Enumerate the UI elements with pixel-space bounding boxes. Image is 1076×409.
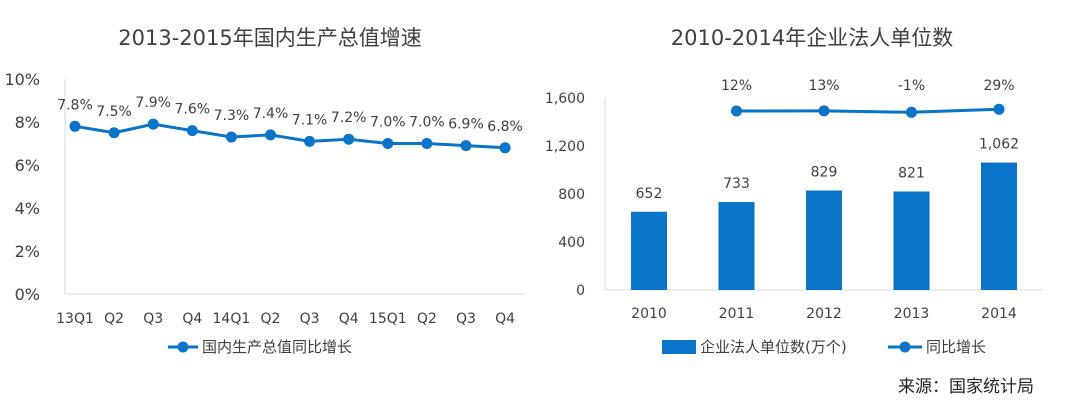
chart1-series-line bbox=[74, 122, 506, 150]
chart1-data-point bbox=[265, 129, 276, 141]
chart2-growth-label: -1% bbox=[898, 78, 925, 94]
chart1-data-point bbox=[304, 135, 316, 147]
chart2-bar-label: 821 bbox=[898, 165, 925, 181]
chart1-xtick-label: 15Q1 bbox=[369, 311, 407, 327]
chart1-data-point bbox=[108, 127, 120, 139]
chart1-data-point bbox=[69, 120, 81, 132]
chart1-ytick-label: 4% bbox=[15, 199, 40, 218]
chart2-xtick-label: 2013 bbox=[894, 306, 930, 322]
chart1-title: 2013-2015年国内生产总值增速 bbox=[118, 26, 421, 50]
chart2-ytick-label: 800 bbox=[558, 187, 585, 203]
chart1-data-point bbox=[343, 133, 355, 145]
chart2-growth-label: 29% bbox=[983, 78, 1014, 94]
chart1-xtick-label: Q3 bbox=[300, 311, 320, 327]
chart2-growth-point bbox=[906, 106, 917, 118]
chart1-data-point bbox=[147, 118, 159, 130]
chart1-xtick-label: Q2 bbox=[261, 311, 281, 327]
chart1-xtick-label: 14Q1 bbox=[213, 311, 251, 327]
chart1-data-label: 7.3% bbox=[214, 108, 250, 124]
chart2-bar-label: 829 bbox=[811, 165, 838, 181]
chart1-xtick-label: Q4 bbox=[339, 311, 359, 327]
chart1-data-label: 7.2% bbox=[331, 110, 367, 126]
chart1-xtick-label: Q4 bbox=[182, 311, 202, 327]
chart1-xtick-label: Q2 bbox=[417, 311, 437, 327]
chart2-growth-point bbox=[731, 105, 742, 117]
chart1-data-label: 7.4% bbox=[253, 106, 289, 122]
chart2-xtick-label: 2014 bbox=[981, 306, 1017, 322]
chart2-ytick-label: 1,200 bbox=[545, 139, 585, 155]
chart2-ytick-label: 1,600 bbox=[545, 91, 585, 107]
chart1-xtick-label: Q4 bbox=[495, 311, 515, 327]
chart1-ytick-label: 8% bbox=[15, 113, 40, 132]
chart1-data-label: 7.6% bbox=[175, 102, 211, 118]
chart1-data-label: 7.5% bbox=[96, 104, 132, 120]
chart2-xtick-label: 2011 bbox=[719, 306, 755, 322]
chart2-bar bbox=[981, 162, 1017, 290]
chart1-xtick-label: Q2 bbox=[104, 311, 124, 327]
chart1-legend-label: 国内生产总值同比增长 bbox=[202, 338, 352, 356]
chart2-bar-label: 652 bbox=[636, 186, 663, 202]
chart2-growth-point bbox=[818, 105, 830, 117]
chart1-ytick-label: 10% bbox=[4, 70, 40, 89]
chart1-legend-marker bbox=[177, 341, 189, 353]
chart1-data-point bbox=[225, 131, 237, 143]
chart1-data-point bbox=[421, 138, 433, 149]
chart2-growth-label: 13% bbox=[808, 78, 839, 94]
chart2-legend-bar-label: 企业法人单位数(万个) bbox=[700, 338, 847, 356]
chart2-ytick-label: 0 bbox=[576, 283, 585, 299]
chart2-xtick-label: 2010 bbox=[631, 306, 667, 322]
chart1-data-label: 7.9% bbox=[135, 95, 171, 111]
chart2-bar bbox=[718, 202, 755, 290]
chart2-bar-label: 733 bbox=[723, 176, 750, 192]
chart1-data-label: 7.0% bbox=[370, 115, 406, 131]
chart2-legend-marker bbox=[899, 341, 911, 353]
chart2-bar-label: 1,062 bbox=[979, 137, 1019, 153]
chart1-data-point bbox=[460, 140, 472, 152]
chart1-data-label: 7.0% bbox=[409, 115, 445, 131]
chart2-ytick-label: 400 bbox=[558, 235, 585, 251]
source-note: 来源：国家统计局 bbox=[898, 377, 1034, 397]
chart1-data-label: 7.1% bbox=[292, 112, 328, 128]
chart2-growth-point bbox=[993, 103, 1005, 115]
chart1-data-label: 7.8% bbox=[57, 97, 93, 113]
chart2-legend-line-label: 同比增长 bbox=[926, 338, 986, 356]
chart2-bar bbox=[631, 211, 667, 290]
chart1-data-label: 6.8% bbox=[487, 119, 523, 135]
chart1-data-point bbox=[382, 138, 394, 149]
chart1-ytick-label: 2% bbox=[15, 242, 40, 261]
chart1-xtick-label: Q3 bbox=[456, 311, 476, 327]
chart2-xtick-label: 2012 bbox=[806, 306, 842, 322]
chart1-data-label: 6.9% bbox=[448, 117, 484, 133]
chart1-ytick-label: 0% bbox=[15, 285, 40, 304]
chart1-data-point bbox=[186, 125, 198, 137]
chart2-growth-line bbox=[736, 107, 1000, 114]
chart1-xtick-label: 13Q1 bbox=[56, 311, 94, 327]
chart1-ytick-label: 6% bbox=[15, 156, 40, 175]
chart2-title: 2010-2014年企业法人单位数 bbox=[671, 26, 953, 50]
chart2-legend-bar-swatch bbox=[662, 340, 696, 354]
chart2-bar bbox=[806, 190, 842, 290]
chart2-growth-label: 12% bbox=[721, 78, 752, 94]
chart1-data-point bbox=[499, 142, 511, 154]
chart2-bar bbox=[893, 191, 930, 290]
chart1-xtick-label: Q3 bbox=[143, 311, 163, 327]
